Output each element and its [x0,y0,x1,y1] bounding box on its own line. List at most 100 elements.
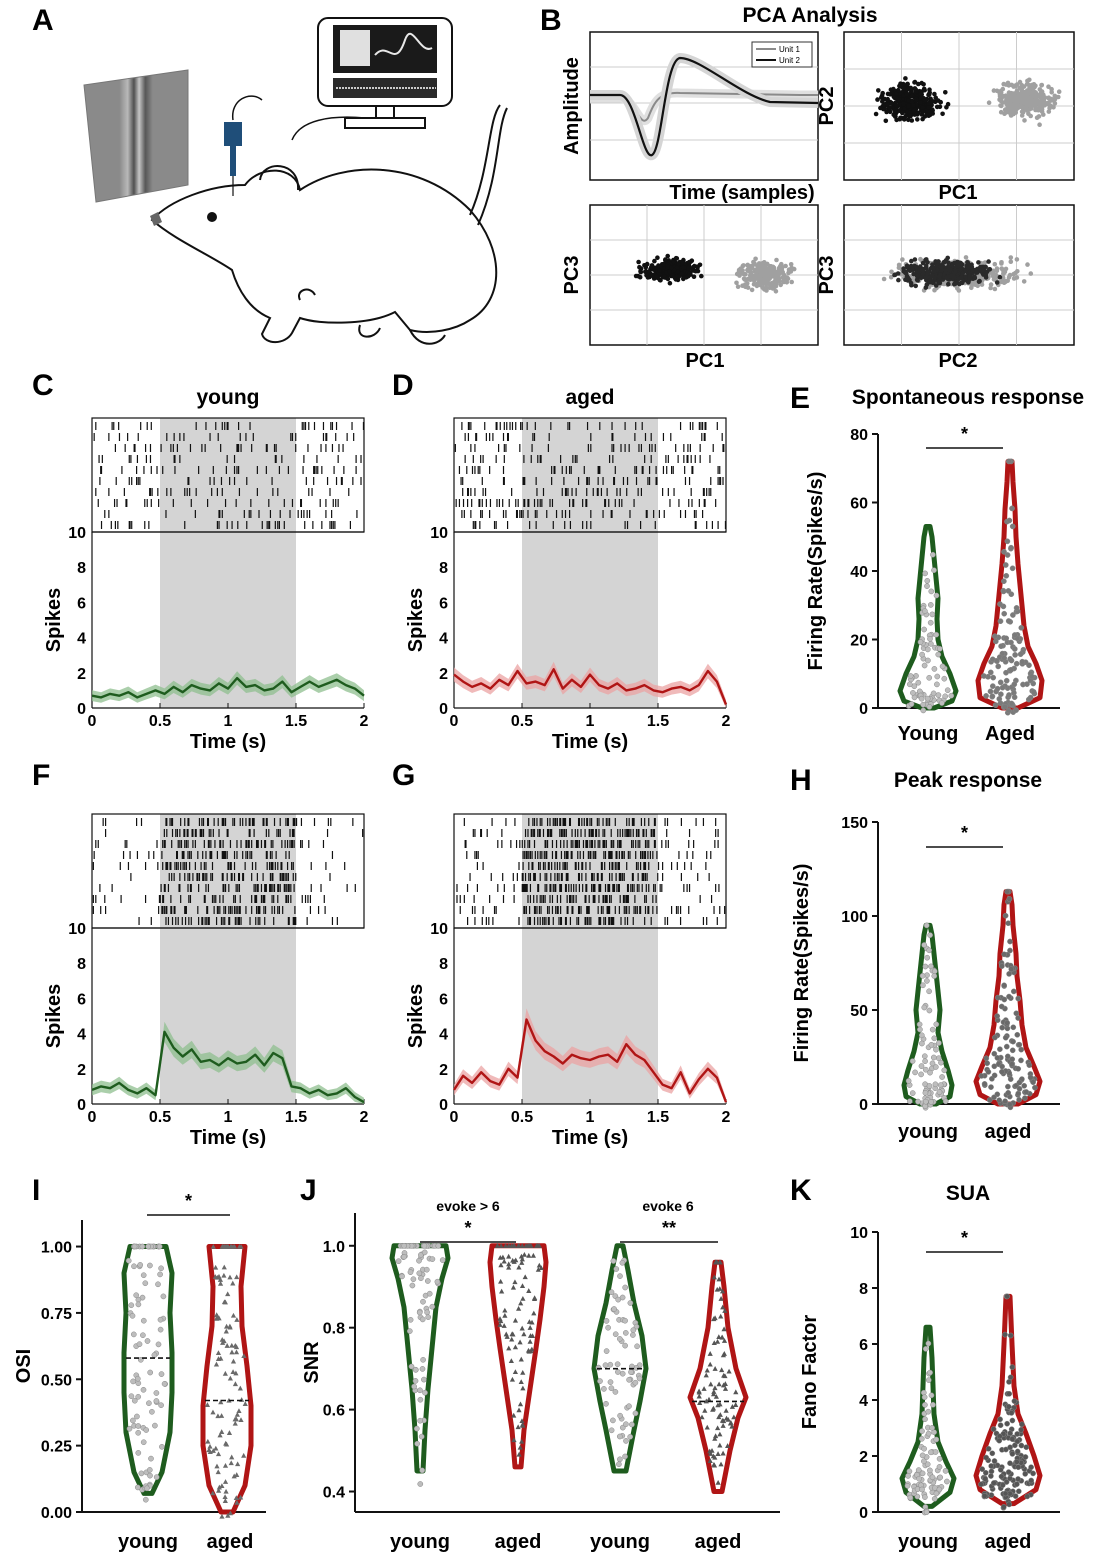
y-tick-label: 2 [77,666,86,683]
unit1-point [1001,81,1006,87]
data-point [1011,681,1018,688]
data-point [135,1301,142,1308]
y-tick-label: 0 [439,1097,448,1114]
unit1-point [998,88,1004,94]
data-point [1005,1083,1011,1090]
data-point [1009,1417,1016,1424]
unit2-point [918,91,924,97]
unit2-point [959,280,965,286]
data-point [147,1262,153,1269]
data-point [627,1433,634,1440]
data-point [1005,920,1012,927]
data-point [1010,1038,1016,1045]
waveform-xlabel: Time (samples) [669,182,814,204]
panel-letter-j: J [300,1174,317,1207]
y-tick-label: 50 [850,1003,868,1020]
unit1-point [1019,113,1025,118]
unit2-point [901,266,906,271]
data-point [983,1454,990,1461]
data-point [1009,1436,1016,1442]
data-point [997,700,1004,706]
data-point [603,1318,610,1324]
unit1-point [773,289,779,294]
unit1-point [1039,83,1044,88]
unit2-point [665,264,670,270]
data-point [1017,651,1024,658]
data-point [617,1412,623,1419]
data-point [1014,1448,1021,1455]
data-point [412,1378,419,1384]
unit2-point [887,92,893,97]
data-point [985,1069,992,1075]
data-point [1026,1062,1033,1068]
y-tick-label: 0.25 [41,1439,72,1456]
data-point [942,1098,949,1105]
data-point [991,1094,997,1101]
data-point [613,1266,620,1272]
data-point [988,1084,994,1090]
y-tick-label: 80 [850,427,868,444]
unit1-point [771,280,777,285]
data-point [994,1013,1001,1019]
panel-letter-k: K [790,1174,812,1207]
electrode-icon [224,122,242,146]
data-point [407,1316,414,1323]
unit1-point [1001,94,1007,99]
data-point [982,1475,989,1482]
data-point [919,972,926,979]
unit2-point [685,274,691,279]
category-label: aged [207,1531,254,1553]
data-point [941,1067,948,1074]
unit1-point [1028,104,1033,110]
unit1-point [743,284,748,290]
data-point [418,1275,424,1282]
data-point [139,1243,146,1250]
unit2-point [943,90,948,95]
y-tick-label: 0.6 [323,1403,345,1420]
y-tick-label: 0.00 [41,1505,72,1522]
data-point [1028,1464,1034,1471]
unit2-point [933,283,939,288]
panel-letter-a: A [32,4,54,37]
unit2-point [643,269,648,275]
data-point [1007,1460,1013,1467]
data-point [995,663,1002,670]
data-point [933,1046,939,1053]
data-point [622,1284,629,1291]
data-point [1008,657,1015,664]
data-point [915,1098,921,1105]
data-point [219,1513,225,1519]
data-point [927,932,933,938]
data-point [439,1257,446,1263]
y-tick-label: 1.00 [41,1240,72,1257]
data-point [140,1272,147,1279]
unit2-point [920,116,925,122]
data-point [930,690,937,697]
data-point [1025,696,1032,703]
data-point [157,1316,164,1323]
y-tick-label: 4 [77,1027,86,1044]
data-point [1016,1079,1023,1086]
data-point [1000,588,1007,595]
unit1-point [745,281,750,286]
unit2-point [909,258,914,264]
unit1-point [748,277,753,283]
unit2-point [997,274,1003,280]
data-point [942,693,949,700]
data-point [927,1467,933,1474]
data-point [632,1410,639,1417]
unit1-point [745,262,750,268]
unit1-point [763,271,769,277]
data-point [936,1040,942,1046]
data-point [1008,544,1014,551]
y-tick-label: 2 [77,1062,86,1079]
data-point [998,691,1004,698]
unit2-point [903,76,908,81]
x-tick-label: 0 [88,713,97,730]
data-point [629,1421,635,1428]
data-point [1018,1046,1025,1053]
data-point [919,1428,925,1434]
x-tick-label: 0.5 [149,1109,171,1126]
data-point [925,1430,932,1437]
unit2-point [658,264,663,269]
